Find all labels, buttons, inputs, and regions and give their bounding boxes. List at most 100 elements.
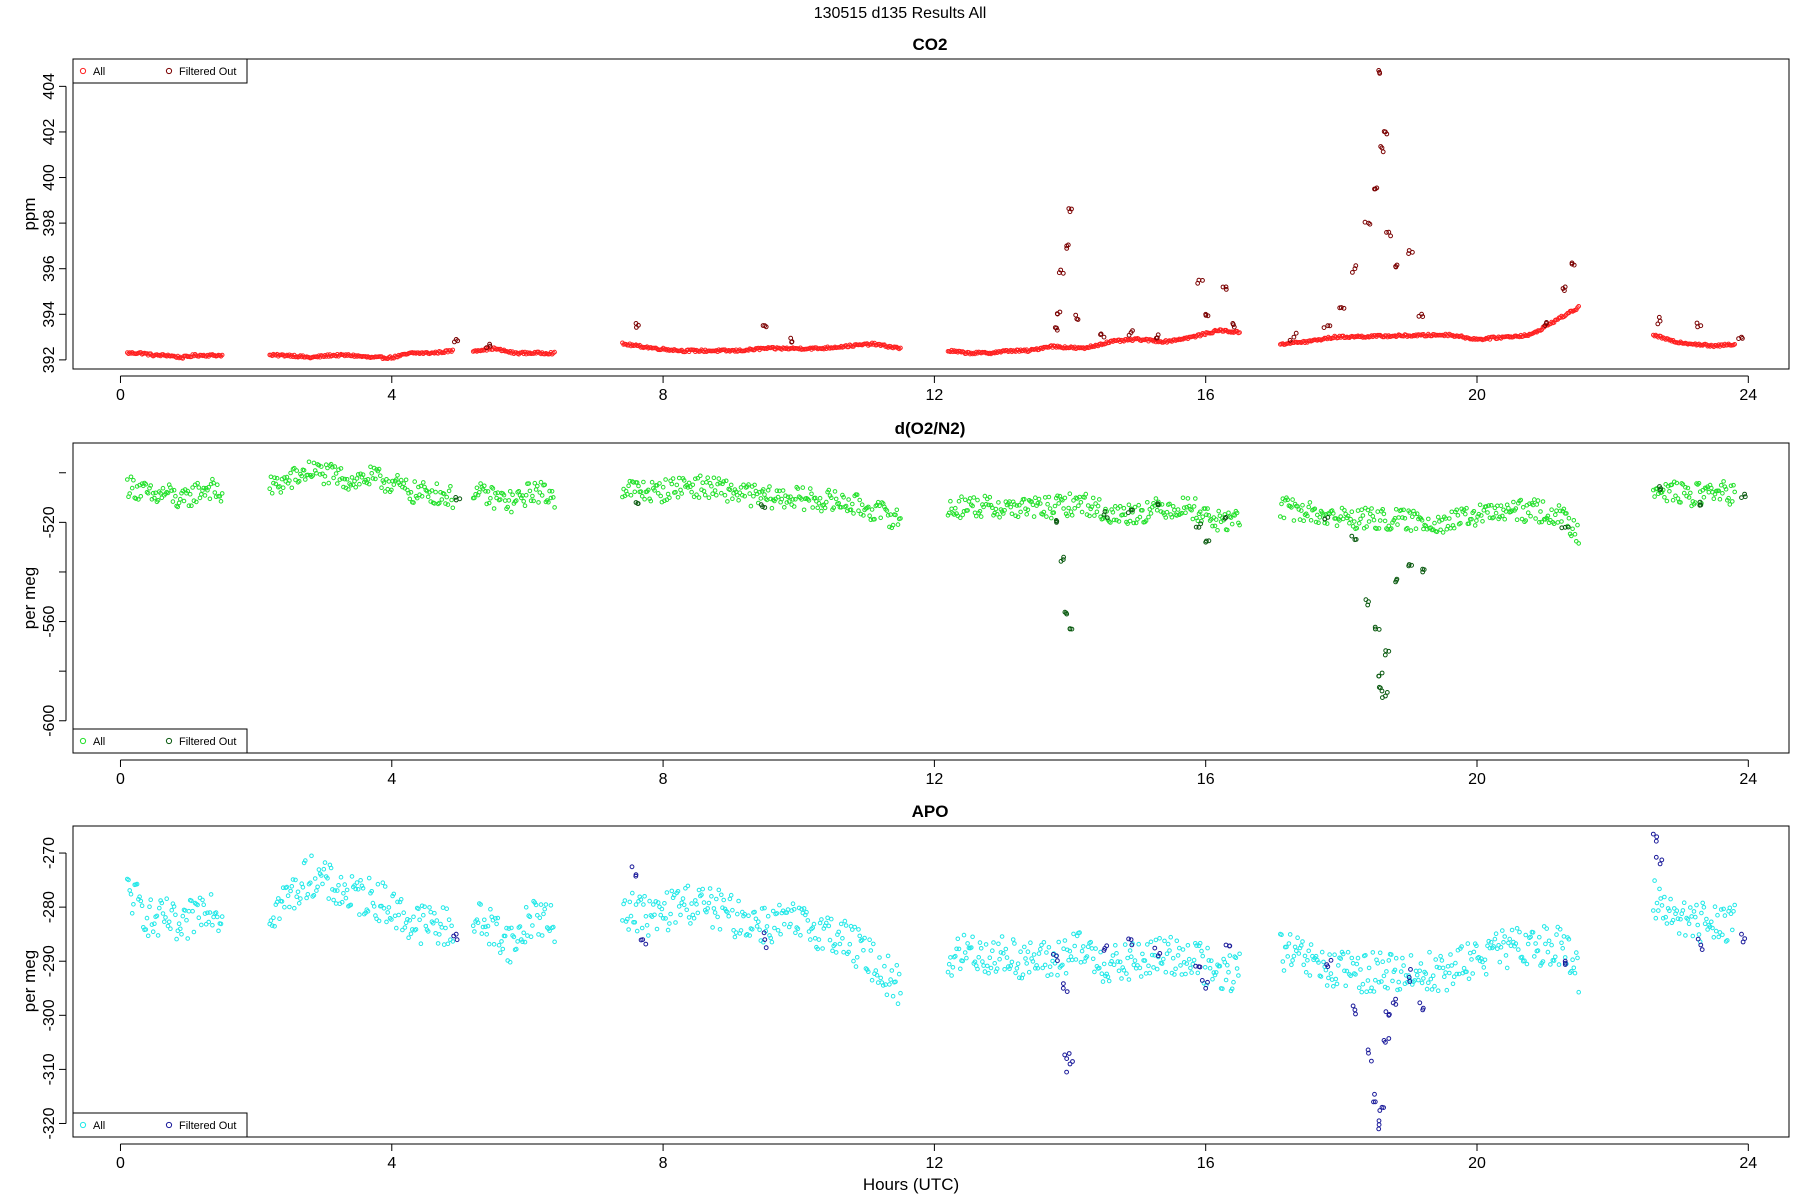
apo-all-point xyxy=(1664,921,1670,926)
o2n2-all-point xyxy=(197,495,203,501)
o2n2-all-point xyxy=(767,484,772,489)
o2n2-all-point xyxy=(416,484,421,490)
co2-filtered-point xyxy=(1055,311,1060,317)
o2n2-all-point xyxy=(1709,485,1714,491)
o2n2-all-point xyxy=(949,506,954,512)
o2n2-all-point xyxy=(1381,511,1387,517)
o2n2-all-point xyxy=(769,505,775,511)
panel-title-apo: APO xyxy=(912,802,949,821)
apo-all-point xyxy=(1125,955,1130,961)
apo-all-point xyxy=(1289,962,1294,968)
co2-filtered-point xyxy=(1293,330,1299,336)
apo-all-point xyxy=(1728,911,1734,917)
apo-all-point xyxy=(430,920,436,926)
apo-all-point xyxy=(1454,971,1459,977)
apo-all-point xyxy=(1045,973,1050,979)
o2n2-filtered-point xyxy=(1365,602,1371,608)
co2-filtered-point xyxy=(1410,249,1415,255)
co2-filtered-point xyxy=(1291,334,1297,340)
apo-all-point xyxy=(644,923,650,928)
apo-all-point xyxy=(392,913,398,919)
o2n2-all-point xyxy=(1358,516,1363,522)
o2n2-all-point xyxy=(740,492,745,498)
o2n2-all-point xyxy=(1483,504,1489,509)
o2n2-all-point xyxy=(700,480,706,486)
apo-all-point xyxy=(1543,941,1548,947)
apo-all-point xyxy=(369,889,375,894)
o2n2-all-point xyxy=(1055,493,1060,499)
x-axis-label: Hours (UTC) xyxy=(863,1175,959,1194)
apo-all-point xyxy=(284,884,290,890)
o2n2-y-tick-label: -600 xyxy=(41,705,58,737)
o2n2-all-point xyxy=(1352,519,1357,524)
apo-all-point xyxy=(1143,971,1149,976)
o2n2-all-point xyxy=(271,480,276,486)
o2n2-all-point xyxy=(1506,505,1511,511)
apo-all-point xyxy=(527,914,533,920)
o2n2-all-point xyxy=(424,488,430,494)
apo-all-point xyxy=(1189,970,1194,975)
apo-all-point xyxy=(1324,983,1330,988)
apo-filtered-point xyxy=(1371,1099,1376,1105)
apo-all-point xyxy=(382,884,388,889)
o2n2-all-point xyxy=(884,508,890,513)
apo-all-point xyxy=(1421,976,1426,981)
co2-x-tick-label: 20 xyxy=(1468,387,1486,404)
o2n2-all-point xyxy=(519,495,524,501)
co2-filtered-point xyxy=(1656,314,1662,320)
apo-all-point xyxy=(1106,978,1112,984)
apo-all-point xyxy=(1686,921,1692,927)
o2n2-all-point xyxy=(296,478,302,484)
o2n2-all-point xyxy=(1015,514,1021,520)
apo-all-point xyxy=(1651,908,1656,913)
apo-all-point xyxy=(628,913,634,919)
o2n2-all-point xyxy=(1067,491,1073,497)
apo-all-point xyxy=(495,915,501,921)
o2n2-all-point xyxy=(632,489,638,495)
apo-all-point xyxy=(1014,966,1020,971)
apo-all-point xyxy=(1287,932,1293,937)
o2n2-all-point xyxy=(1549,507,1554,513)
apo-all-point xyxy=(675,889,681,894)
apo-all-point xyxy=(137,894,142,900)
o2n2-all-point xyxy=(445,502,451,507)
apo-all-point xyxy=(871,941,876,947)
apo-all-point xyxy=(819,917,824,922)
apo-all-point xyxy=(1464,969,1469,975)
apo-all-point xyxy=(1535,948,1541,953)
o2n2-all-point xyxy=(1469,516,1474,522)
o2n2-all-point xyxy=(1212,523,1218,529)
apo-all-point xyxy=(1023,956,1028,961)
o2n2-all-point xyxy=(1716,488,1721,494)
o2n2-all-point xyxy=(309,474,314,480)
apo-all-point xyxy=(878,975,884,981)
o2n2-all-point xyxy=(1412,511,1417,517)
apo-all-point xyxy=(1360,981,1366,987)
apo-all-point xyxy=(799,906,804,912)
o2n2-all-point xyxy=(1451,525,1457,531)
o2n2-all-point xyxy=(495,490,501,496)
apo-all-point xyxy=(293,877,298,883)
apo-all-point xyxy=(1522,958,1527,964)
o2n2-all-point xyxy=(1533,516,1538,521)
o2n2-all-point xyxy=(1726,495,1731,501)
apo-all-point xyxy=(162,919,167,925)
apo-all-point xyxy=(402,925,408,930)
apo-all-point xyxy=(196,915,202,921)
o2n2-all-point xyxy=(670,476,676,481)
apo-all-point xyxy=(139,903,145,909)
apo-all-point xyxy=(1151,965,1156,970)
o2n2-all-point xyxy=(1662,495,1667,500)
apo-all-point xyxy=(633,902,639,907)
apo-all-point xyxy=(1060,962,1065,968)
apo-all-point xyxy=(726,913,732,919)
apo-all-point xyxy=(1089,946,1095,951)
apo-all-point xyxy=(1659,903,1665,908)
o2n2-all-point xyxy=(138,494,144,499)
apo-all-point xyxy=(1491,944,1496,949)
apo-all-point xyxy=(714,896,719,902)
apo-all-point xyxy=(1690,933,1696,939)
apo-all-point xyxy=(498,950,503,956)
apo-all-point xyxy=(483,924,488,930)
o2n2-all-point xyxy=(649,479,655,485)
